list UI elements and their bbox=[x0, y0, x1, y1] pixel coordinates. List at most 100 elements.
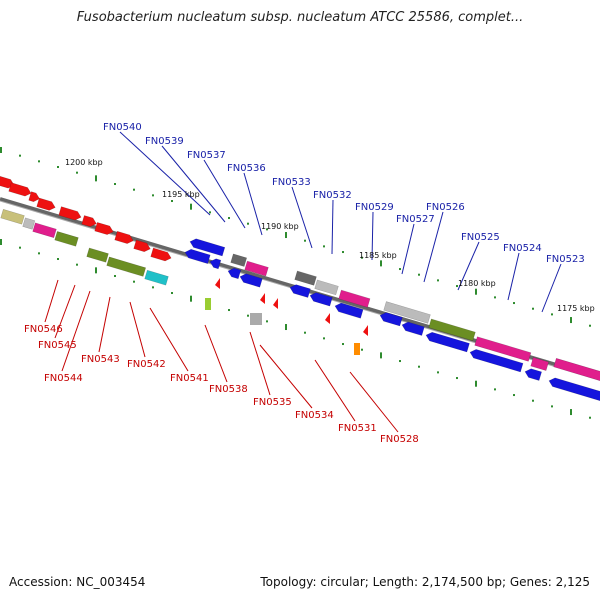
scale-tick bbox=[399, 268, 401, 271]
gene-marker[interactable] bbox=[215, 278, 220, 289]
scale-ticks bbox=[0, 147, 591, 419]
scale-tick bbox=[57, 166, 59, 169]
gene-feature[interactable] bbox=[28, 191, 41, 203]
gene-feature[interactable] bbox=[22, 217, 36, 230]
gene-feature[interactable] bbox=[244, 260, 269, 277]
gene-feature[interactable] bbox=[334, 302, 364, 319]
gene-feature[interactable] bbox=[239, 272, 263, 288]
scale-tick bbox=[551, 313, 553, 316]
gene-label-fn0533[interactable]: FN0533 bbox=[272, 177, 311, 188]
gene-label-fn0545[interactable]: FN0545 bbox=[38, 340, 77, 351]
scale-tick bbox=[152, 286, 154, 289]
gene-feature[interactable] bbox=[209, 257, 222, 270]
gene-feature[interactable] bbox=[32, 222, 57, 239]
gene-feature[interactable] bbox=[548, 376, 600, 403]
gene-feature[interactable] bbox=[227, 267, 242, 280]
gene-label-fn0544[interactable]: FN0544 bbox=[44, 373, 83, 384]
gene-label-fn0538[interactable]: FN0538 bbox=[209, 384, 248, 395]
gene-feature[interactable] bbox=[401, 321, 425, 336]
gene-feature[interactable] bbox=[314, 279, 339, 296]
gene-label-fn0539[interactable]: FN0539 bbox=[145, 136, 184, 147]
gene-feature[interactable] bbox=[114, 230, 135, 245]
gene-feature[interactable] bbox=[81, 215, 98, 228]
gene-feature[interactable] bbox=[36, 197, 57, 212]
gene-feature[interactable] bbox=[0, 208, 25, 225]
label-leader-line bbox=[204, 324, 228, 383]
gene-feature[interactable] bbox=[309, 291, 333, 307]
scale-tick bbox=[114, 275, 116, 278]
gene-label-fn0540[interactable]: FN0540 bbox=[103, 122, 142, 133]
gene-label-fn0543[interactable]: FN0543 bbox=[81, 354, 120, 365]
gene-feature[interactable] bbox=[54, 231, 79, 247]
scale-tick bbox=[95, 175, 97, 182]
gene-label-fn0527[interactable]: FN0527 bbox=[396, 214, 435, 225]
gene-feature[interactable] bbox=[428, 318, 476, 342]
gene-marker[interactable] bbox=[273, 298, 278, 309]
gene-feature[interactable] bbox=[530, 357, 549, 371]
gene-marker[interactable] bbox=[325, 313, 330, 324]
gene-feature[interactable] bbox=[469, 348, 524, 373]
gene-feature[interactable] bbox=[474, 336, 532, 362]
gene-feature[interactable] bbox=[383, 301, 431, 324]
scale-tick bbox=[570, 409, 572, 416]
gene-marker[interactable] bbox=[250, 313, 262, 325]
gene-feature[interactable] bbox=[425, 331, 470, 353]
scale-tick bbox=[570, 317, 572, 324]
scale-tick bbox=[285, 324, 287, 331]
gene-label-fn0534[interactable]: FN0534 bbox=[295, 410, 334, 421]
scale-tick bbox=[456, 377, 458, 380]
gene-feature[interactable] bbox=[150, 247, 173, 262]
gene-label-fn0531[interactable]: FN0531 bbox=[338, 423, 377, 434]
gene-feature[interactable] bbox=[289, 283, 311, 298]
scale-tick bbox=[228, 217, 230, 220]
scale-tick bbox=[532, 399, 534, 402]
gene-feature[interactable] bbox=[294, 270, 317, 286]
gene-label-fn0532[interactable]: FN0532 bbox=[313, 190, 352, 201]
scale-tick bbox=[19, 154, 21, 157]
label-leader-line bbox=[423, 211, 444, 283]
gene-feature[interactable] bbox=[8, 182, 33, 198]
scale-tick bbox=[190, 203, 192, 210]
gene-feature[interactable] bbox=[86, 247, 109, 263]
gene-feature[interactable] bbox=[133, 239, 152, 253]
gene-feature[interactable] bbox=[189, 237, 226, 257]
gene-label-fn0524[interactable]: FN0524 bbox=[503, 243, 542, 254]
gene-feature[interactable] bbox=[524, 367, 542, 381]
gene-label-fn0528[interactable]: FN0528 bbox=[380, 434, 419, 445]
gene-label-fn0536[interactable]: FN0536 bbox=[227, 163, 266, 174]
gene-feature[interactable] bbox=[94, 222, 115, 236]
scale-tick bbox=[0, 239, 2, 245]
label-leader-line bbox=[331, 199, 334, 255]
gene-label-fn0526[interactable]: FN0526 bbox=[426, 202, 465, 213]
gene-feature[interactable] bbox=[184, 248, 211, 264]
scale-tick bbox=[266, 320, 268, 323]
gene-label-fn0541[interactable]: FN0541 bbox=[170, 373, 209, 384]
scale-tick bbox=[532, 307, 534, 310]
gene-feature[interactable] bbox=[106, 256, 147, 277]
gene-marker[interactable] bbox=[205, 298, 211, 310]
gene-label-fn0542[interactable]: FN0542 bbox=[127, 359, 166, 370]
gene-label-fn0525[interactable]: FN0525 bbox=[461, 232, 500, 243]
gene-feature[interactable] bbox=[338, 289, 371, 308]
scale-tick bbox=[589, 416, 591, 419]
gene-label-fn0529[interactable]: FN0529 bbox=[355, 202, 394, 213]
gene-feature[interactable] bbox=[379, 311, 403, 327]
gene-label-fn0546[interactable]: FN0546 bbox=[24, 324, 63, 335]
scale-tick bbox=[589, 324, 591, 327]
gene-marker[interactable] bbox=[354, 343, 360, 355]
scale-tick bbox=[551, 405, 553, 408]
gene-label-fn0537[interactable]: FN0537 bbox=[187, 150, 226, 161]
gene-feature[interactable] bbox=[553, 357, 600, 382]
scale-tick bbox=[513, 302, 515, 305]
label-leader-line bbox=[291, 186, 313, 249]
gene-marker[interactable] bbox=[363, 325, 368, 336]
gene-feature[interactable] bbox=[58, 206, 83, 222]
label-leader-line bbox=[203, 159, 246, 229]
scale-tick bbox=[152, 194, 154, 197]
gene-feature[interactable] bbox=[230, 253, 248, 267]
gene-label-fn0535[interactable]: FN0535 bbox=[253, 397, 292, 408]
gene-marker[interactable] bbox=[260, 293, 265, 304]
gene-label-fn0523[interactable]: FN0523 bbox=[546, 254, 585, 265]
gene-feature[interactable] bbox=[144, 269, 169, 286]
